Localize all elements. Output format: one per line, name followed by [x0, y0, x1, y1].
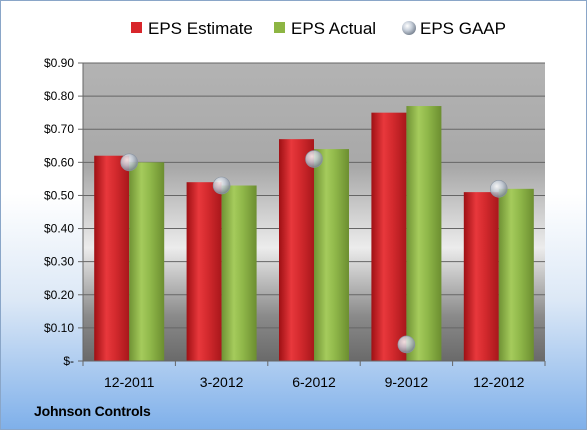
- legend: EPS Estimate EPS Actual EPS GAAP: [131, 19, 506, 38]
- bars: [94, 106, 534, 362]
- eps-gaap-marker: [305, 150, 323, 168]
- legend-eps-gaap-label: EPS GAAP: [420, 19, 506, 38]
- eps-actual-bar: [314, 149, 349, 361]
- gaap-markers: [120, 150, 508, 354]
- eps-actual-bar: [406, 106, 442, 362]
- company-label: Johnson Controls: [34, 403, 151, 419]
- legend-eps-actual-label: EPS Actual: [291, 19, 376, 38]
- legend-eps-actual-swatch: [274, 22, 285, 33]
- legend-eps-gaap-swatch: [402, 21, 416, 35]
- x-tick-label: 3-2012: [200, 374, 244, 390]
- eps-gaap-marker: [212, 176, 231, 195]
- axes: $0.90 $0.80 $0.70 $0.60 $0.50 $0.40 $0.30 $0.20…: [44, 56, 546, 390]
- eps-actual-bar: [498, 188, 534, 361]
- eps-estimate-bar: [94, 155, 130, 361]
- y-tick-label: $0.40: [44, 222, 74, 236]
- eps-estimate-bar: [186, 182, 222, 361]
- x-tick-label: 12-2012: [473, 374, 525, 390]
- eps-estimate-bar: [371, 112, 407, 362]
- eps-estimate-bar: [279, 139, 314, 361]
- eps-gaap-marker: [397, 335, 416, 354]
- y-tick-label: $0.90: [44, 56, 74, 70]
- x-tick-label: 6-2012: [292, 374, 336, 390]
- y-tick-label: $0.80: [44, 89, 74, 103]
- y-tick-label: $0.70: [44, 122, 74, 136]
- x-tick-label: 12-2011: [104, 374, 155, 390]
- y-tick-label: $0.50: [44, 188, 74, 202]
- y-tick-label: $0.60: [44, 155, 74, 169]
- y-tick-label: $0.30: [44, 255, 74, 269]
- eps-actual-bar: [221, 185, 257, 361]
- eps-gaap-marker: [120, 153, 138, 172]
- legend-eps-estimate-swatch: [131, 22, 142, 33]
- y-tick-label: $0.10: [44, 321, 74, 335]
- x-tick-label: 9-2012: [385, 374, 429, 390]
- legend-eps-estimate-label: EPS Estimate: [148, 19, 253, 38]
- y-tick-label: $0.20: [44, 288, 74, 302]
- eps-gaap-marker: [489, 180, 508, 198]
- eps-actual-bar: [129, 162, 165, 361]
- y-tick-label: $-: [63, 354, 74, 368]
- eps-estimate-bar: [463, 192, 499, 361]
